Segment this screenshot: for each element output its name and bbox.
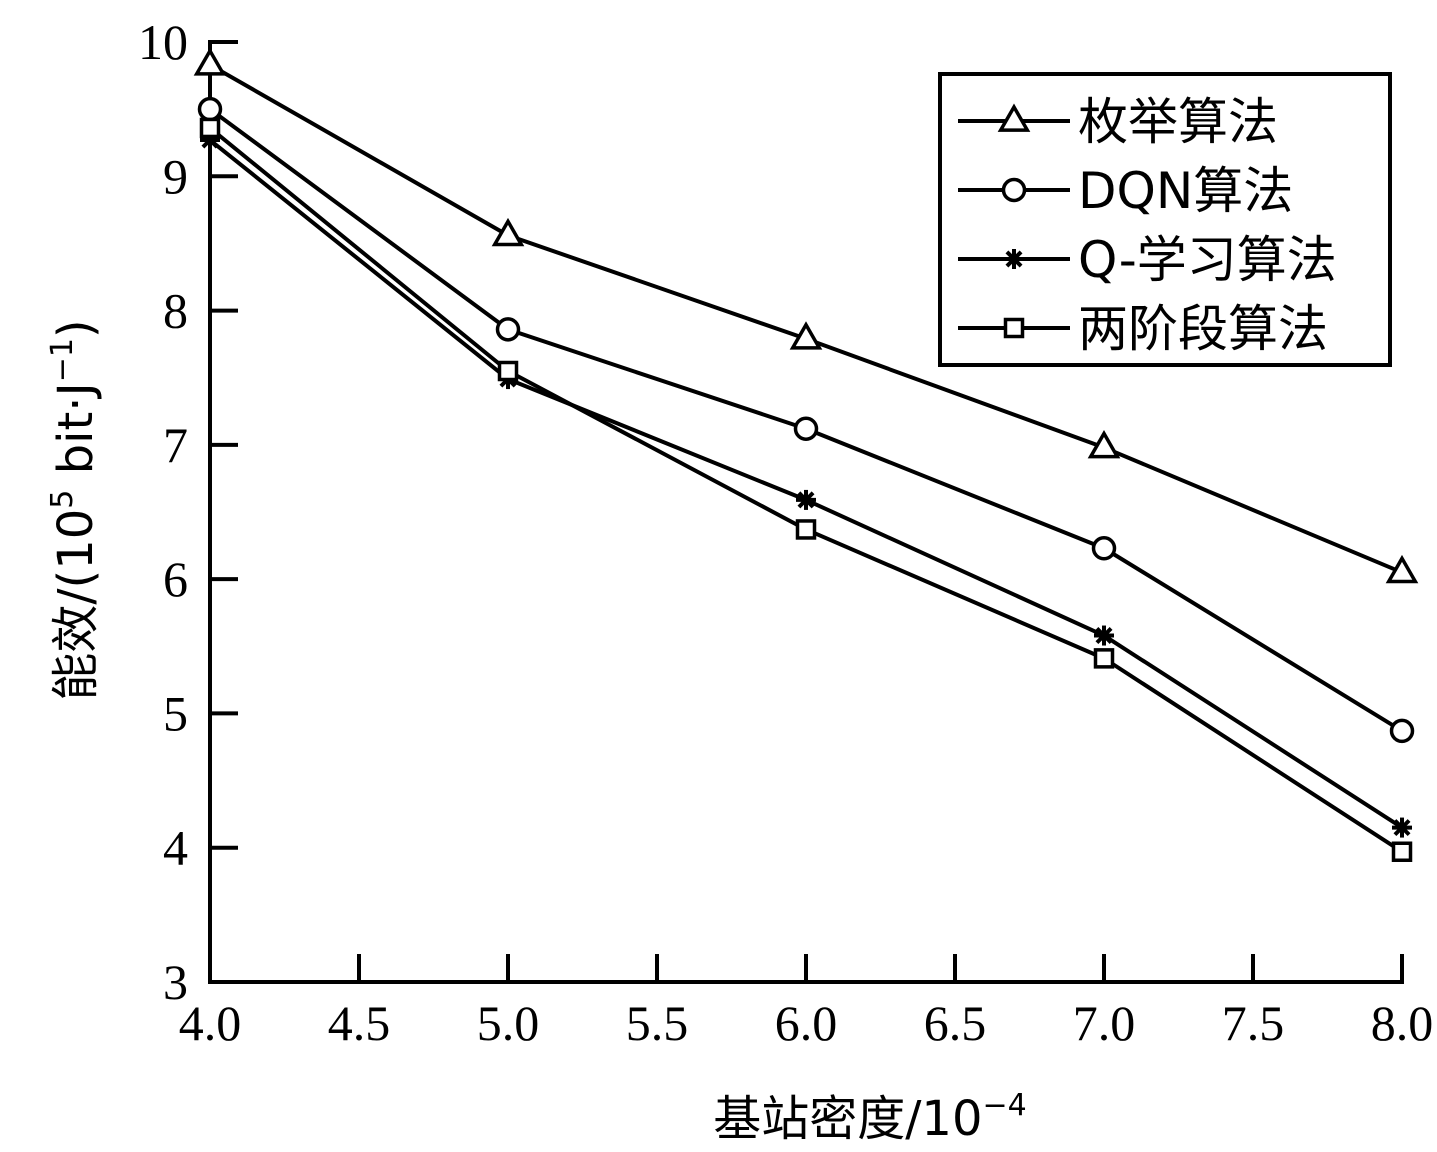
- y-tick-label: 6: [163, 551, 188, 607]
- y-axis-title-post: ): [48, 319, 104, 338]
- y-axis-title-exponent-1: 5: [45, 490, 80, 509]
- legend-marker: [997, 103, 1031, 132]
- legend-marker: [1001, 177, 1027, 203]
- legend-item: Q-学习算法: [958, 231, 1337, 289]
- legend-marker: [1004, 249, 1024, 269]
- legend-marker: [1003, 317, 1025, 339]
- x-tick-label: 7.5: [1222, 995, 1285, 1051]
- legend-label: 枚举算法: [1078, 93, 1278, 151]
- legend-label: Q-学习算法: [1078, 231, 1337, 289]
- x-tick-label: 7.0: [1073, 995, 1136, 1051]
- data-point: [497, 360, 519, 382]
- y-tick-label: 4: [163, 820, 188, 876]
- x-tick-label: 5.0: [477, 995, 540, 1051]
- y-axis-title-pre: 能效/(10: [48, 509, 104, 701]
- y-tick-label: 7: [163, 417, 188, 473]
- data-point: [491, 217, 525, 247]
- data-point: [795, 519, 817, 540]
- y-axis-title-mid: bit·J: [48, 382, 104, 489]
- data-point: [193, 47, 227, 76]
- x-tick-label: 6.5: [924, 995, 987, 1051]
- y-tick-label: 9: [163, 148, 188, 204]
- data-point: [495, 317, 521, 342]
- x-axis-title-base: 基站密度/10: [713, 1091, 982, 1147]
- y-tick-label: 3: [163, 954, 188, 1010]
- x-tick-label: 6.0: [775, 995, 838, 1051]
- data-point: [796, 489, 816, 510]
- data-point: [1385, 554, 1419, 584]
- data-point: [1091, 536, 1117, 561]
- axes: 3 4 5 6 7 8 9 10 4.0 4.5 5.0 5.5 6.0 6.5 7.0 7.5 8.0: [138, 14, 1433, 1051]
- legend-item: 两阶段算法: [958, 300, 1328, 358]
- data-point: [1392, 817, 1412, 838]
- series-layer: [193, 47, 1419, 862]
- x-axis-title: 基站密度/10−4: [713, 1088, 1027, 1147]
- data-point: [1389, 718, 1415, 744]
- series-2: [197, 96, 1415, 744]
- y-axis-title-exponent-2: −1: [45, 338, 80, 382]
- data-point: [789, 321, 823, 350]
- y-tick-label: 10: [138, 14, 188, 70]
- y-axis-title: 能效/(105 bit·J−1): [45, 319, 104, 700]
- series-1: [193, 47, 1419, 584]
- legend-label: DQN算法: [1078, 162, 1293, 220]
- y-tick-label: 5: [163, 685, 188, 741]
- legend-label: 两阶段算法: [1078, 300, 1328, 358]
- y-tick-label: 8: [163, 283, 188, 339]
- x-tick-label: 4.0: [179, 995, 242, 1051]
- x-axis-title-exponent: −4: [983, 1088, 1027, 1123]
- data-point: [1391, 841, 1413, 862]
- legend-item: 枚举算法: [958, 93, 1278, 151]
- data-point: [197, 96, 223, 122]
- series-4: [199, 117, 1413, 862]
- data-point: [1087, 430, 1121, 459]
- data-point: [1094, 625, 1114, 646]
- legend-item: DQN算法: [958, 162, 1293, 220]
- data-point: [199, 117, 221, 139]
- x-tick-label: 8.0: [1371, 995, 1434, 1051]
- data-point: [793, 416, 819, 441]
- x-tick-label: 5.5: [626, 995, 689, 1051]
- data-point: [1093, 648, 1115, 669]
- x-tick-label: 4.5: [328, 995, 391, 1051]
